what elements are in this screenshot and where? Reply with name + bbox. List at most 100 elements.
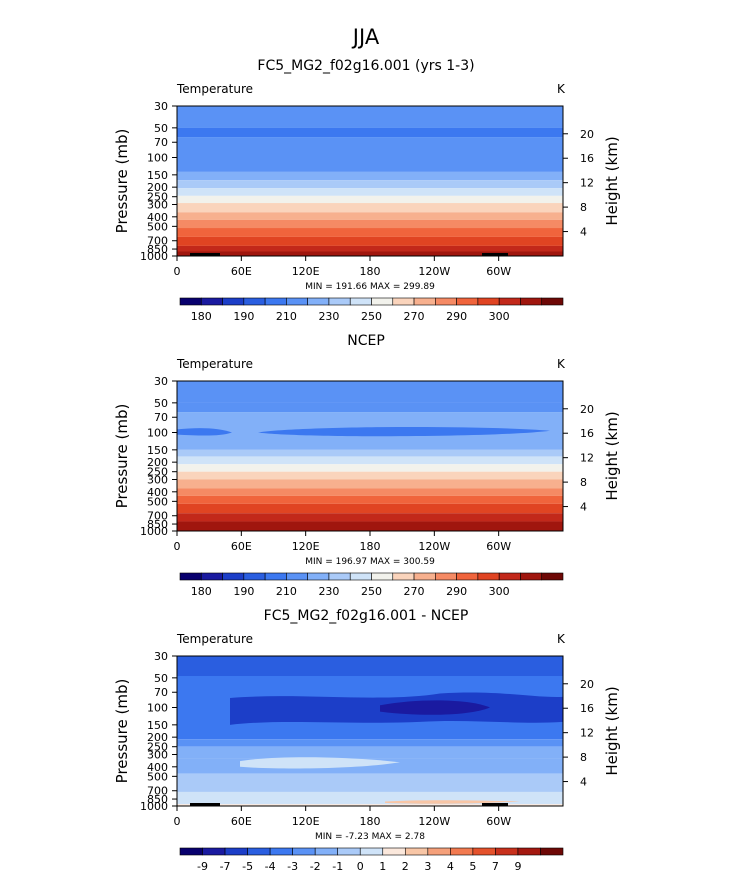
contour-feature [240, 757, 400, 769]
colorbar-label: -3 [287, 860, 298, 872]
contour-band [177, 521, 563, 531]
colorbar-label: 230 [318, 585, 339, 598]
contour-feature [258, 427, 550, 437]
colorbar-box [269, 847, 293, 856]
y-tick-label: 1000 [140, 525, 168, 538]
y-right-tick-label: 4 [580, 776, 587, 789]
y-tick-label: 30 [154, 650, 168, 663]
contour-band [177, 449, 563, 457]
y-tick-label: 850 [147, 518, 168, 531]
x-tick-label: 60W [486, 540, 511, 553]
colorbar-box [413, 572, 436, 581]
contour-band [177, 488, 563, 496]
y-tick-label: 250 [147, 191, 168, 204]
x-tick-label: 120E [292, 540, 320, 553]
min-max-stats: MIN = -7.23 MAX = 2.78 [315, 832, 425, 842]
colorbar-box [286, 572, 308, 581]
y-tick-label: 700 [147, 510, 168, 523]
contour-band [177, 106, 563, 128]
colorbar-box [328, 572, 351, 581]
topography-mask [190, 803, 220, 806]
colorbar-label: 4 [447, 860, 454, 872]
colorbar-label: 190 [233, 585, 254, 598]
y-tick-label: 50 [154, 397, 168, 410]
x-tick-label: 120E [292, 265, 320, 278]
colorbar-box [349, 572, 372, 581]
colorbar-label: 290 [446, 310, 467, 323]
colorbar-label: -5 [242, 860, 253, 872]
colorbar-label: -4 [265, 860, 276, 872]
x-tick-label: 60E [231, 815, 252, 828]
colorbar-box [541, 572, 564, 581]
y-tick-label: 400 [147, 211, 168, 224]
x-tick-label: 180 [360, 815, 381, 828]
topography-mask [482, 803, 508, 806]
contour-band [177, 171, 563, 181]
colorbar-box [517, 847, 541, 856]
y-tick-label: 400 [147, 761, 168, 774]
contour-band [177, 127, 563, 138]
contour-band [177, 495, 563, 504]
x-tick-label: 60W [486, 265, 511, 278]
colorbar-box [540, 847, 564, 856]
colorbar-box [472, 847, 496, 856]
colorbar-label: -9 [197, 860, 208, 872]
colorbar-box [427, 847, 451, 856]
contour-band [177, 513, 563, 522]
colorbar-label: 250 [361, 310, 382, 323]
colorbar-box [222, 572, 245, 581]
colorbar-box [292, 847, 316, 856]
colorbar-box [392, 297, 415, 306]
y-tick-label: 500 [147, 770, 168, 783]
y-tick-label: 200 [147, 456, 168, 469]
colorbar-box [307, 297, 330, 306]
x-tick-label: 180 [360, 540, 381, 553]
colorbar-box [371, 572, 394, 581]
x-tick-label: 0 [174, 540, 181, 553]
contour-feature [380, 700, 490, 715]
colorbar-label: 3 [424, 860, 431, 872]
colorbar-box [450, 847, 474, 856]
y-tick-label: 200 [147, 731, 168, 744]
x-tick-label: 60E [231, 540, 252, 553]
x-tick-label: 60E [231, 265, 252, 278]
y-tick-label: 150 [147, 169, 168, 182]
y-tick-label: 30 [154, 100, 168, 113]
y-tick-label: 30 [154, 375, 168, 388]
contour-band [177, 804, 563, 806]
contour-band [177, 739, 563, 747]
colorbar-box [382, 847, 406, 856]
colorbar-box [179, 847, 203, 856]
contour-band [177, 236, 563, 246]
y-right-tick-label: 12 [580, 452, 594, 465]
panel-left-label: Temperature [176, 82, 253, 96]
contour-band [177, 245, 563, 252]
colorbar-box [498, 572, 521, 581]
y-tick-label: 700 [147, 785, 168, 798]
y-tick-label: 250 [147, 466, 168, 479]
contour-band [177, 464, 563, 472]
contour-band [177, 188, 563, 196]
y-right-tick-label: 20 [580, 403, 594, 416]
y-tick-label: 1000 [140, 800, 168, 813]
colorbar-label: 180 [191, 585, 212, 598]
colorbar-label: 190 [233, 310, 254, 323]
colorbar-box [456, 297, 479, 306]
contour-feature [385, 800, 520, 804]
colorbar-box [264, 572, 287, 581]
colorbar-box [200, 297, 223, 306]
y-tick-label: 850 [147, 243, 168, 256]
y-tick-label: 300 [147, 748, 168, 761]
x-tick-label: 120W [418, 815, 450, 828]
panel-left-label: Temperature [176, 357, 253, 371]
panel-left-label: Temperature [176, 632, 253, 646]
colorbar-label: 180 [191, 310, 212, 323]
contour-band [177, 746, 563, 759]
y-right-tick-label: 16 [580, 427, 594, 440]
y-right-tick-label: 8 [580, 751, 587, 764]
y-tick-label: 400 [147, 486, 168, 499]
colorbar-box [247, 847, 271, 856]
colorbar-label: 270 [404, 310, 425, 323]
contour-band [177, 203, 563, 213]
